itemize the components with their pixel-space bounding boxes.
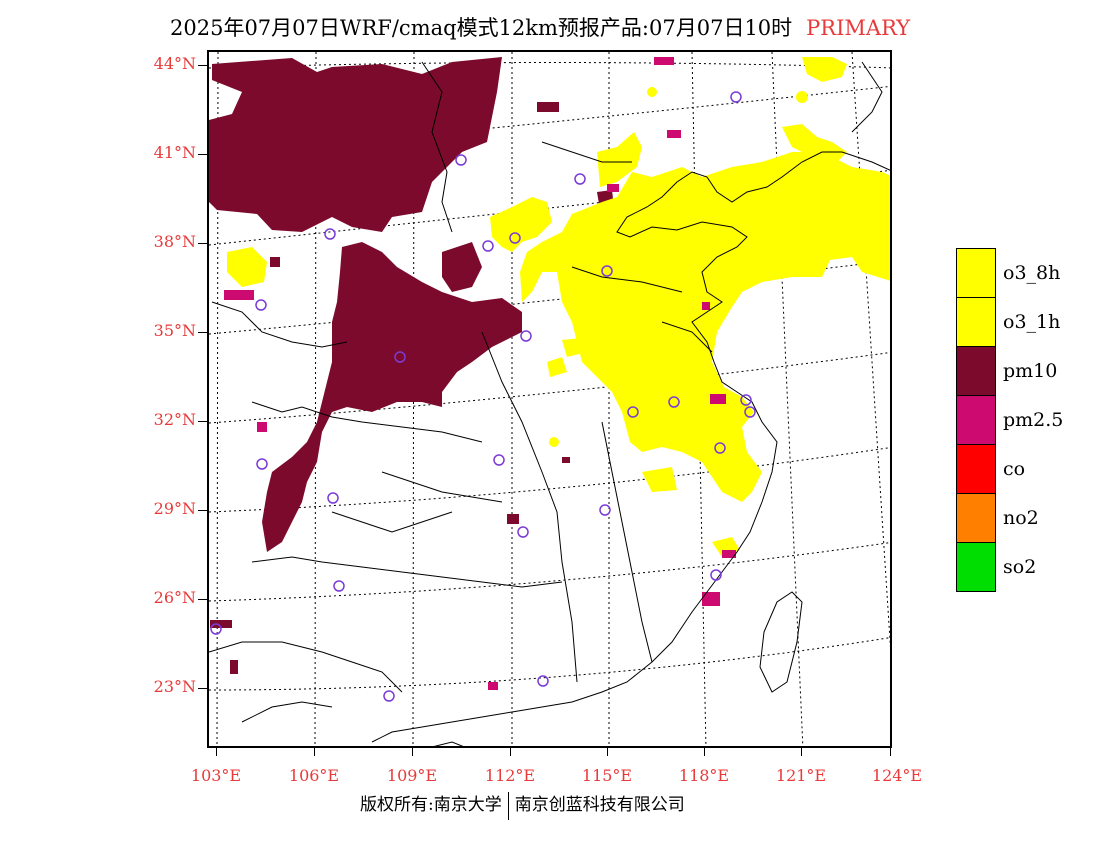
copyright-right: 南京创蓝科技有限公司 [514,795,685,815]
lat-tick [198,688,207,689]
lon-label-109: 109°E [386,766,438,785]
copyright-footer: 版权所有:南京大学 南京创蓝科技有限公司 [360,790,685,820]
lat-tick [198,243,207,244]
lat-label-38: 38°N [153,232,196,251]
lon-tick [801,748,802,756]
lon-label-124: 124°E [871,766,923,785]
lon-label-115: 115°E [581,766,633,785]
lon-tick [890,748,891,756]
pm10-region [209,57,614,674]
legend-label: no2 [1003,507,1039,529]
lon-tick [412,748,413,756]
legend-o3-8h: o3_8h [956,248,1060,298]
legend-label: o3_1h [1003,311,1061,333]
legend-pm25: pm2.5 [956,395,1063,445]
pollutant-legend: o3_8h o3_1h pm10 pm2.5 co no2 so2 [956,248,1063,592]
lat-label-44: 44°N [153,54,196,73]
legend-label: o3_8h [1003,262,1061,284]
legend-label: co [1003,458,1026,480]
footer-separator [507,791,509,820]
lon-tick [510,748,511,756]
lat-tick [198,65,207,66]
lat-tick [198,510,207,511]
lat-label-29: 29°N [153,499,196,518]
lat-label-41: 41°N [153,143,196,162]
lat-label-35: 35°N [153,321,196,340]
legend-pm10: pm10 [956,346,1057,396]
lon-tick [704,748,705,756]
pollution-map [209,52,890,746]
lat-label-32: 32°N [153,410,196,429]
lat-tick [198,421,207,422]
legend-o3-1h: o3_1h [956,297,1060,347]
lon-label-121: 121°E [775,766,827,785]
lat-tick [198,332,207,333]
legend-so2: so2 [956,542,1036,592]
lat-label-26: 26°N [153,588,196,607]
lat-label-23: 23°N [153,677,196,696]
lon-tick [607,748,608,756]
lon-label-106: 106°E [288,766,340,785]
lon-label-103: 103°E [190,766,242,785]
o3-region [227,57,890,557]
copyright-left: 版权所有:南京大学 [360,795,502,815]
boundaries [209,61,890,746]
lon-label-112: 112°E [484,766,536,785]
legend-co: co [956,444,1025,494]
map-title: 2025年07月07日WRF/cmaq模式12km预报产品:07月07日10时 P… [170,12,910,42]
legend-label: pm2.5 [1003,409,1064,431]
lat-tick [198,599,207,600]
lat-tick [198,154,207,155]
title-tag: PRIMARY [806,16,911,40]
lon-tick [216,748,217,756]
pm25-region [224,57,736,690]
legend-no2: no2 [956,493,1039,543]
legend-label: pm10 [1003,360,1058,382]
map-panel [207,50,892,748]
lon-label-118: 118°E [678,766,730,785]
title-main: 2025年07月07日WRF/cmaq模式12km预报产品:07月07日10时 [170,16,793,40]
lon-tick [314,748,315,756]
stations [210,91,756,702]
legend-label: so2 [1003,556,1037,578]
